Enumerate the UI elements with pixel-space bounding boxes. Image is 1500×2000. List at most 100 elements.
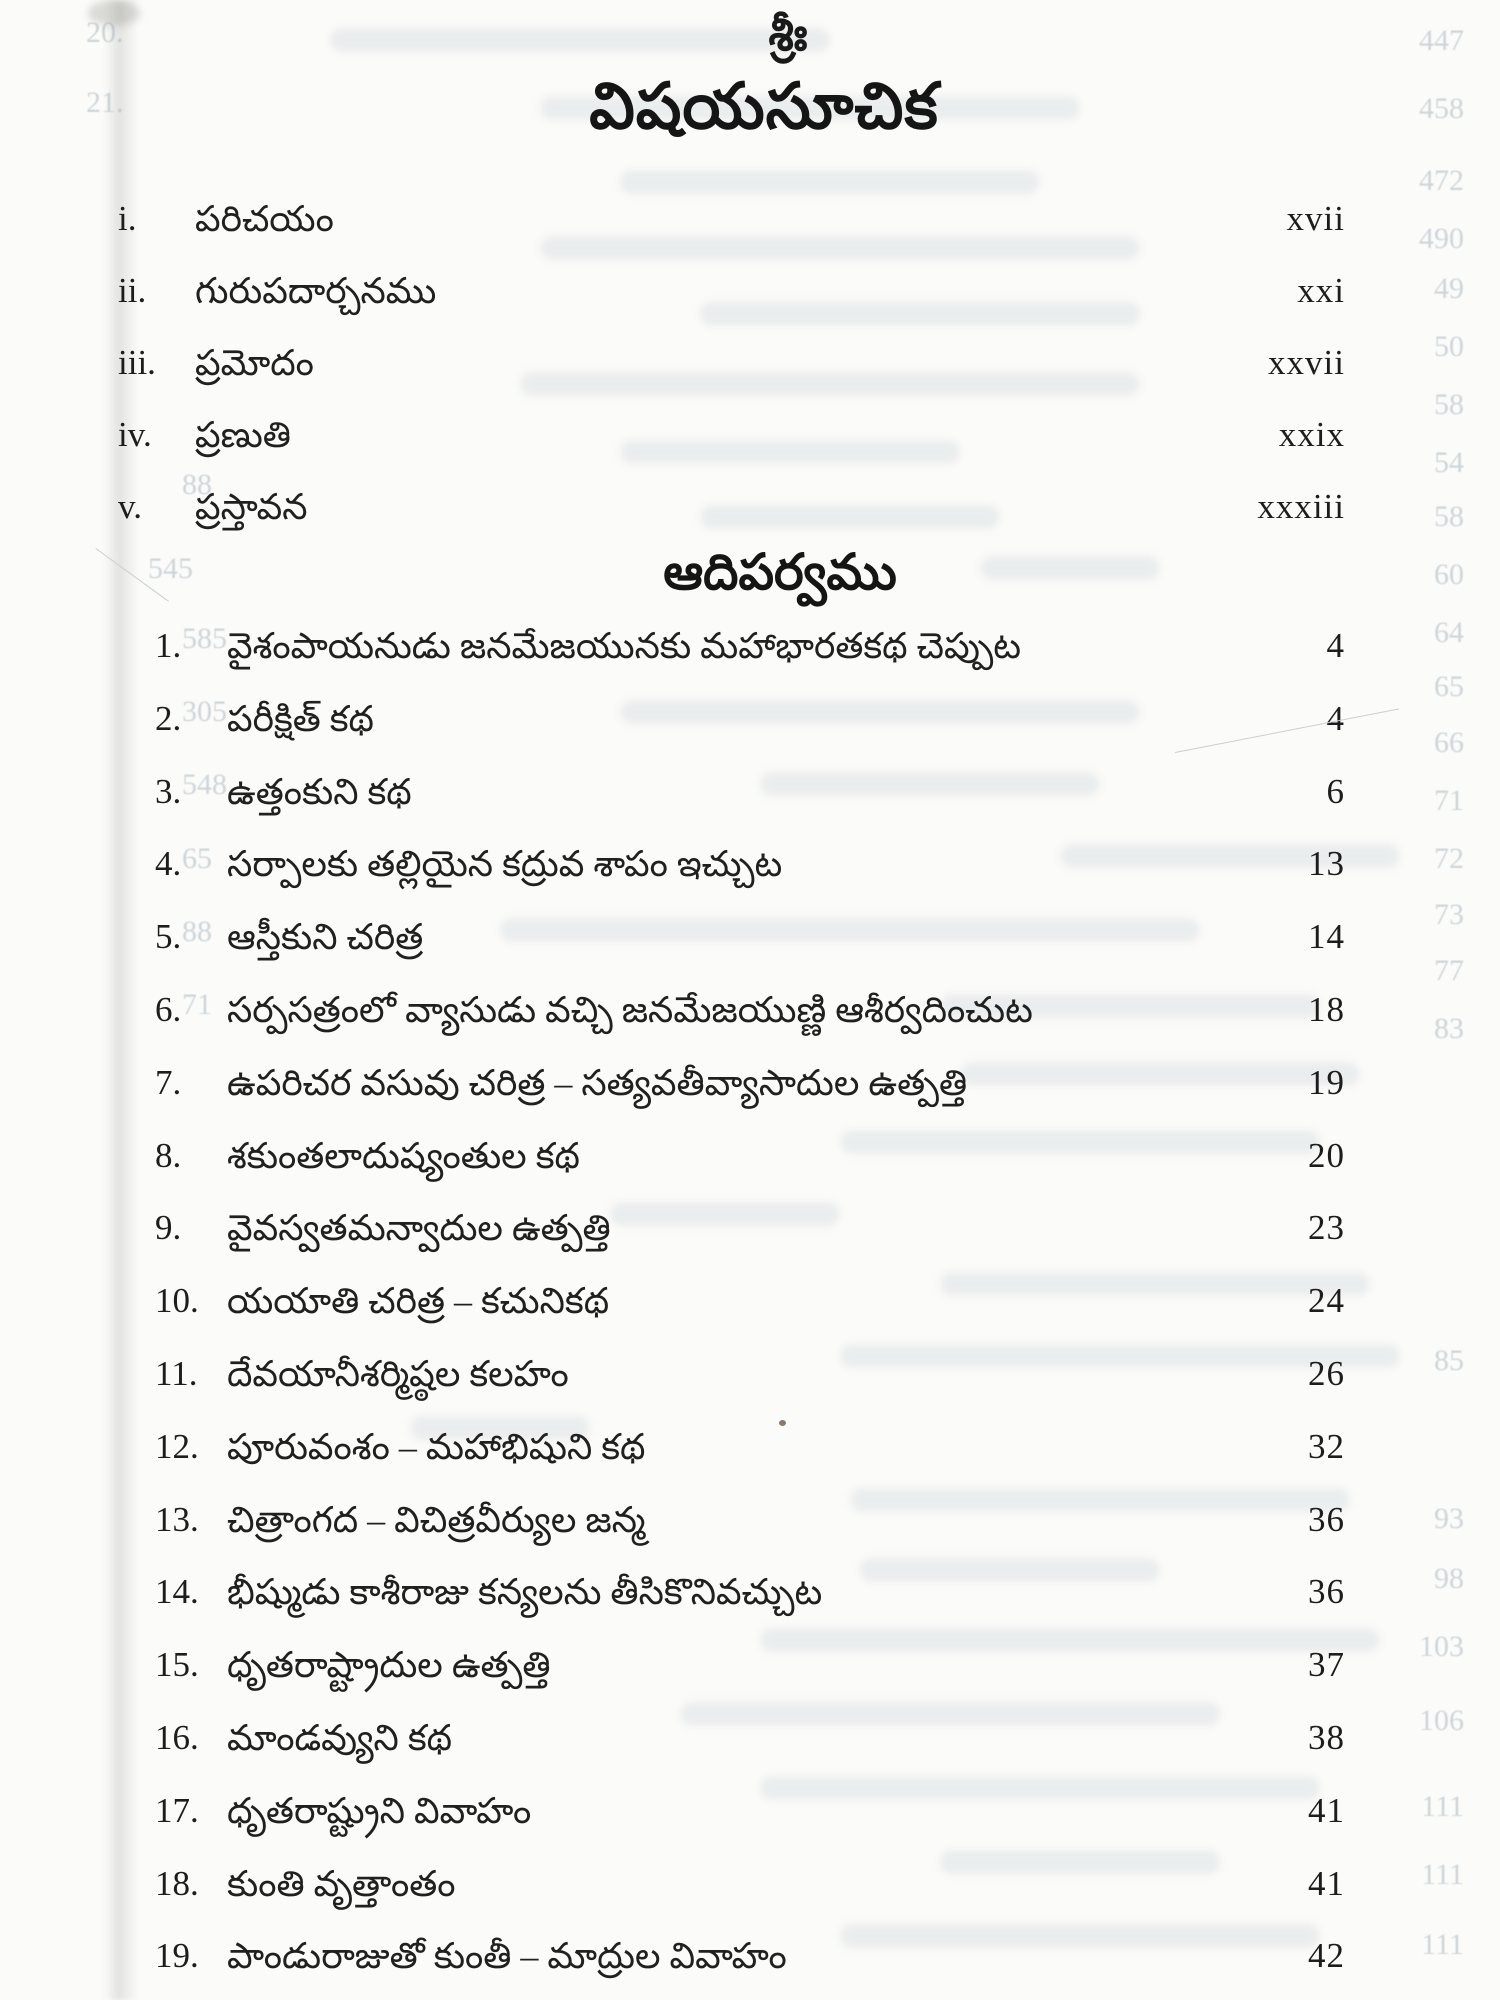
toc-row-number: 8. [155, 1135, 182, 1175]
toc-row-number: 2. [155, 698, 182, 738]
toc-row: 18. కుంతి వృత్తాంతం 41 [140, 1858, 1345, 1910]
bleedthrough-item-number: 88 [182, 468, 212, 501]
toc-row-page: 41 [1308, 1790, 1345, 1830]
bleedthrough-text-blob [840, 1924, 1320, 1948]
bleedthrough-text-blob [960, 1062, 1360, 1086]
toc-row-page: 36 [1308, 1572, 1345, 1612]
toc-row: 8. శకుంతలాదుష్యంతుల కథ 20 [140, 1130, 1345, 1182]
toc-row-title: ప్రణుతి [195, 415, 291, 455]
toc-row-number: 17. [155, 1790, 199, 1830]
toc-row-title: వైశంపాయనుడు జనమేజయునకు మహాభారతకథ చెప్పుట [227, 626, 1022, 666]
toc-row-page: 38 [1308, 1718, 1345, 1757]
toc-row-title: ధృతరాష్ట్రాదుల ఉత్పత్తి [227, 1645, 551, 1686]
bleedthrough-page-number: 60 [1434, 558, 1464, 591]
toc-row-page: 13 [1308, 844, 1345, 884]
toc-row: 17. ధృతరాష్ట్రుని వివాహం 41 [140, 1785, 1345, 1837]
bleedthrough-page-number: 73 [1434, 898, 1464, 931]
bleedthrough-item-number: 71 [182, 988, 212, 1021]
bleedthrough-text-blob [760, 1628, 1380, 1652]
toc-row: 6. సర్పసత్రంలో వ్యాసుడు వచ్చి జనమేజయుణ్ణ… [140, 984, 1345, 1036]
bleedthrough-page-number: 106 [1419, 1704, 1464, 1737]
toc-row-page: 37 [1308, 1645, 1345, 1685]
toc-row-title: ధృతరాష్ట్రుని వివాహం [227, 1790, 532, 1831]
toc-row: 4. సర్పాలకు తల్లియైన కద్రువ శాపం ఇచ్చుట … [140, 838, 1345, 890]
toc-row-title: శకుంతలాదుష్యంతుల కథ [227, 1135, 580, 1176]
bleedthrough-page-number: 490 [1419, 222, 1464, 255]
bleedthrough-text-blob [620, 170, 1040, 194]
bleedthrough-page-number: 65 [1434, 670, 1464, 703]
toc-row-title: సర్పాలకు తల్లియైన కద్రువ శాపం ఇచ్చుట [227, 844, 783, 885]
toc-row-page: xvii [1286, 199, 1345, 238]
toc-row-number: 15. [155, 1645, 199, 1685]
toc-row: 19. పాండురాజుతో కుంతీ – మాద్రుల వివాహం 4… [140, 1930, 1345, 1982]
toc-row-page: 18 [1308, 990, 1345, 1029]
toc-row-title: యయాతి చరిత్ర – కచునికథ [227, 1281, 610, 1322]
bleedthrough-text-blob [940, 1272, 1370, 1296]
toc-row: 13. చిత్రాంగద – విచిత్రవీర్యుల జన్మ 36 [140, 1494, 1345, 1546]
bleedthrough-text-blob [540, 96, 1080, 120]
bleedthrough-item-number: 65 [182, 842, 212, 875]
toc-row-number: 9. [155, 1208, 182, 1248]
bleedthrough-page-number: 111 [1421, 1858, 1464, 1891]
toc-row-page: 26 [1308, 1354, 1345, 1393]
bleedthrough-text-blob [760, 1776, 1320, 1800]
bleedthrough-page-number: 77 [1434, 954, 1464, 987]
invocation-text: శ్రీః [768, 9, 808, 60]
bleedthrough-text-blob [840, 1130, 1320, 1154]
toc-row-title: గురుపదార్చనము [195, 271, 437, 311]
bleedthrough-text-blob [940, 994, 1320, 1018]
toc-row: 1. వైశంపాయనుడు జనమేజయునకు మహాభారతకథ చెప్… [140, 620, 1345, 672]
toc-row-page: 36 [1308, 1499, 1345, 1539]
bleedthrough-text-blob [500, 918, 1200, 942]
bleedthrough-page-number: 93 [1434, 1502, 1464, 1535]
toc-row-number: 11. [155, 1354, 198, 1393]
bleedthrough-item-number: 21. [86, 86, 124, 119]
toc-row-number: 14. [155, 1572, 199, 1612]
toc-row: 9. వైవస్వతమన్వాదుల ఉత్పత్తి 23 [140, 1202, 1345, 1254]
toc-row-title: మాండవ్యుని కథ [227, 1718, 453, 1758]
page-title: విషయసూచిక [589, 71, 939, 142]
toc-row-number: iii. [118, 343, 156, 382]
bleedthrough-text-blob [980, 556, 1160, 580]
toc-row-page: 6 [1326, 771, 1345, 811]
toc-row-number: ii. [118, 271, 147, 310]
toc-row-number: 7. [155, 1062, 182, 1102]
toc-row-number: 5. [155, 917, 182, 957]
toc-row-title: పూరువంశం – మహాభిషుని కథ [227, 1426, 646, 1467]
toc-row: v. ప్రస్తావన xxxiii [118, 481, 1345, 533]
toc-row-title: భీష్ముడు కాశీరాజు కన్యలను తీసికొనివచ్చుట [227, 1572, 823, 1613]
toc-row: 14. భీష్ముడు కాశీరాజు కన్యలను తీసికొనివచ… [140, 1566, 1345, 1618]
bleedthrough-page-number: 447 [1419, 24, 1464, 57]
bleedthrough-text-blob [540, 236, 1140, 260]
bleedthrough-text-blob [410, 1416, 590, 1440]
toc-row: 15. ధృతరాష్ట్రాదుల ఉత్పత్తి 37 [140, 1639, 1345, 1691]
bleedthrough-page-number: 111 [1421, 1790, 1464, 1823]
toc-row-title: పరిచయం [195, 199, 334, 239]
toc-row-page: 4 [1326, 626, 1345, 665]
toc-row-title: కుంతి వృత్తాంతం [227, 1863, 456, 1904]
toc-row-page: 32 [1308, 1426, 1345, 1466]
bleedthrough-item-number: 305 [182, 695, 227, 728]
toc-row-title: ఉత్తంకుని కథ [227, 771, 412, 812]
bleedthrough-text-blob [680, 1702, 1220, 1726]
bleedthrough-text-blob [700, 505, 1000, 529]
bleedthrough-page-number: 83 [1434, 1012, 1464, 1045]
toc-row: 5. ఆస్తీకుని చరిత్ర 14 [140, 911, 1345, 963]
bleedthrough-text-blob [860, 1558, 1160, 1582]
toc-row: 10. యయాతి చరిత్ర – కచునికథ 24 [140, 1275, 1345, 1327]
toc-row-page: 23 [1308, 1208, 1345, 1248]
toc-row-title: చిత్రాంగద – విచిత్రవీర్యుల జన్మ [227, 1499, 646, 1540]
bleedthrough-text-blob [330, 28, 830, 52]
toc-row: 11. దేవయానీశర్మిష్ఠల కలహం 26 [140, 1348, 1345, 1400]
toc-row-page: 42 [1308, 1936, 1345, 1976]
toc-row: 7. ఉపరిచర వసువు చరిత్ర – సత్యవతీవ్యాసాదు… [140, 1057, 1345, 1109]
bleedthrough-page-number: 111 [1421, 1928, 1464, 1961]
section-heading: ఆదిపర్వము [663, 544, 897, 600]
toc-row-title: పరీక్షిత్ కథ [227, 698, 374, 739]
scan-gutter-shadow [104, 0, 138, 2000]
toc-row-page: xxix [1278, 415, 1345, 454]
toc-row: iv. ప్రణుతి xxix [118, 409, 1345, 461]
toc-row: iii. ప్రమోదం xxvii [118, 337, 1345, 389]
toc-row-number: 12. [155, 1426, 199, 1466]
toc-row-page: xxi [1297, 271, 1345, 310]
